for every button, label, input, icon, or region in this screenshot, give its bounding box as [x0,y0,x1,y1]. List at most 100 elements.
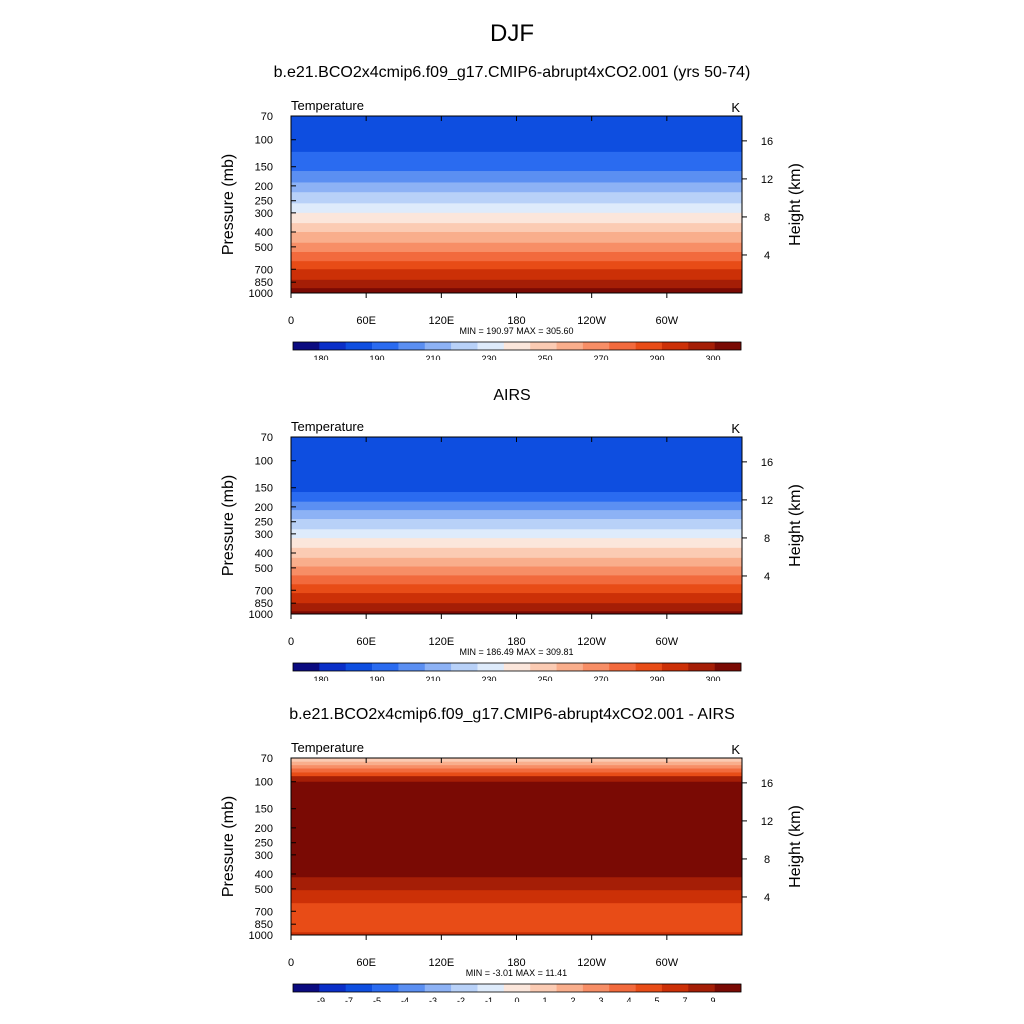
panel-title: AIRS [493,387,531,404]
colorbar-swatch [609,984,636,992]
colorbar-label: 180 [313,675,328,681]
colorbar-swatch [503,663,531,671]
colorbar-label: -3 [429,996,437,1002]
x-tick-label: 60E [356,636,376,648]
colorbar-label: 290 [649,354,664,360]
colorbar-swatch [372,342,399,350]
colorbar-swatch [530,342,557,350]
y-right-axis-label: Height (km) [787,805,804,888]
colorbar-swatch [398,342,426,350]
colorbar-swatch [688,984,715,992]
y-tick-label: 100 [255,456,273,468]
colorbar-swatch [635,984,663,992]
y-tick-label: 700 [255,906,273,918]
contour-band [291,203,742,214]
contour-band [291,269,742,281]
contour-band [291,192,742,204]
y-right-tick-label: 8 [764,533,770,545]
colorbar-swatch [398,663,426,671]
colorbar-swatch [477,984,505,992]
contour-band [291,603,742,612]
contour-band [291,132,742,153]
colorbar-swatch [319,663,347,671]
colorbar-swatch [293,984,320,992]
colorbar-label: -7 [345,996,353,1002]
y-tick-label: 1000 [249,930,273,942]
colorbar-swatch [424,663,452,671]
colorbar-swatch [582,342,610,350]
colorbar: -9 -7 -5 -4 -3 -2 -1 0 1 2 3 4 5 7 9 [292,983,742,1002]
contour-bands [291,437,742,615]
colorbar-label: -2 [457,996,465,1002]
contour-band [291,529,742,539]
x-tick-label: 120W [577,636,606,648]
panel-model: b.e21.BCO2x4cmip6.f09_g17.CMIP6-abrupt4x… [0,60,1024,360]
colorbar-swatch [503,342,531,350]
colorbar-swatch [582,663,610,671]
y-right-tick-label: 12 [761,816,773,828]
min-max-label: MIN = -3.01 MAX = 11.41 [466,968,567,978]
colorbar-swatch [530,984,557,992]
colorbar-frame [292,341,742,351]
colorbar-swatch [477,663,505,671]
contour-band [291,557,742,568]
figure-title: DJF [490,20,534,47]
y-tick-label: 500 [255,563,273,575]
colorbar-label: 210 [425,354,440,360]
colorbar-label: -4 [401,996,409,1002]
y-tick-label: 1000 [249,609,273,621]
x-tick-label: 60W [656,636,679,648]
x-tick-label: 120W [577,957,606,969]
colorbar-swatch [451,984,478,992]
colorbar-swatch [661,984,689,992]
y-tick-label: 400 [255,548,273,560]
y-tick-label: 300 [255,529,273,541]
x-tick-label: 60E [356,957,376,969]
colorbar-frame [292,983,742,993]
colorbar-label: 190 [369,354,384,360]
chart-difference-temperature: Temperature K7010015020025030040050070085… [220,740,804,1002]
y-tick-label: 200 [255,502,273,514]
colorbar-label: 210 [425,675,440,681]
x-tick-label: 120E [428,315,454,327]
y-right-tick-label: 12 [761,174,773,186]
colorbar-swatch [556,663,584,671]
y-tick-label: 850 [255,919,273,931]
y-tick-label: 200 [255,823,273,835]
colorbar-label: 270 [593,675,608,681]
colorbar-swatch [372,663,399,671]
colorbar-swatch [635,342,663,350]
panel-difference: b.e21.BCO2x4cmip6.f09_g17.CMIP6-abrupt4x… [0,702,1024,1002]
colorbar-swatch [556,342,584,350]
contour-bands [291,116,742,294]
x-tick-label: 180 [507,957,525,969]
colorbar-swatch [556,984,584,992]
panel-title: b.e21.BCO2x4cmip6.f09_g17.CMIP6-abrupt4x… [289,706,735,723]
contour-band [291,279,742,289]
y-tick-label: 250 [255,196,273,208]
min-max-label: MIN = 186.49 MAX = 309.81 [459,647,573,657]
contour-band [291,890,742,904]
colorbar-label: 7 [682,996,687,1002]
contour-band [291,547,742,559]
contour-band [291,768,742,773]
colorbar-label: -9 [317,996,325,1002]
y-right-tick-label: 12 [761,495,773,507]
y-tick-label: 400 [255,869,273,881]
x-tick-label: 60W [656,957,679,969]
colorbar-label: 0 [514,996,519,1002]
contour-band [291,932,742,936]
colorbar-swatch [530,663,557,671]
colorbar-label: 230 [481,675,496,681]
contour-band [291,212,742,224]
contour-band [291,776,742,783]
variable-label: Temperature [291,98,364,113]
y-tick-label: 70 [261,111,273,123]
colorbar-swatch [582,984,610,992]
colorbar-swatch [451,342,478,350]
colorbar-swatch [319,342,347,350]
y-tick-label: 100 [255,777,273,789]
contour-band [291,182,742,193]
colorbar-label: 1 [542,996,547,1002]
colorbar-swatch [424,342,452,350]
